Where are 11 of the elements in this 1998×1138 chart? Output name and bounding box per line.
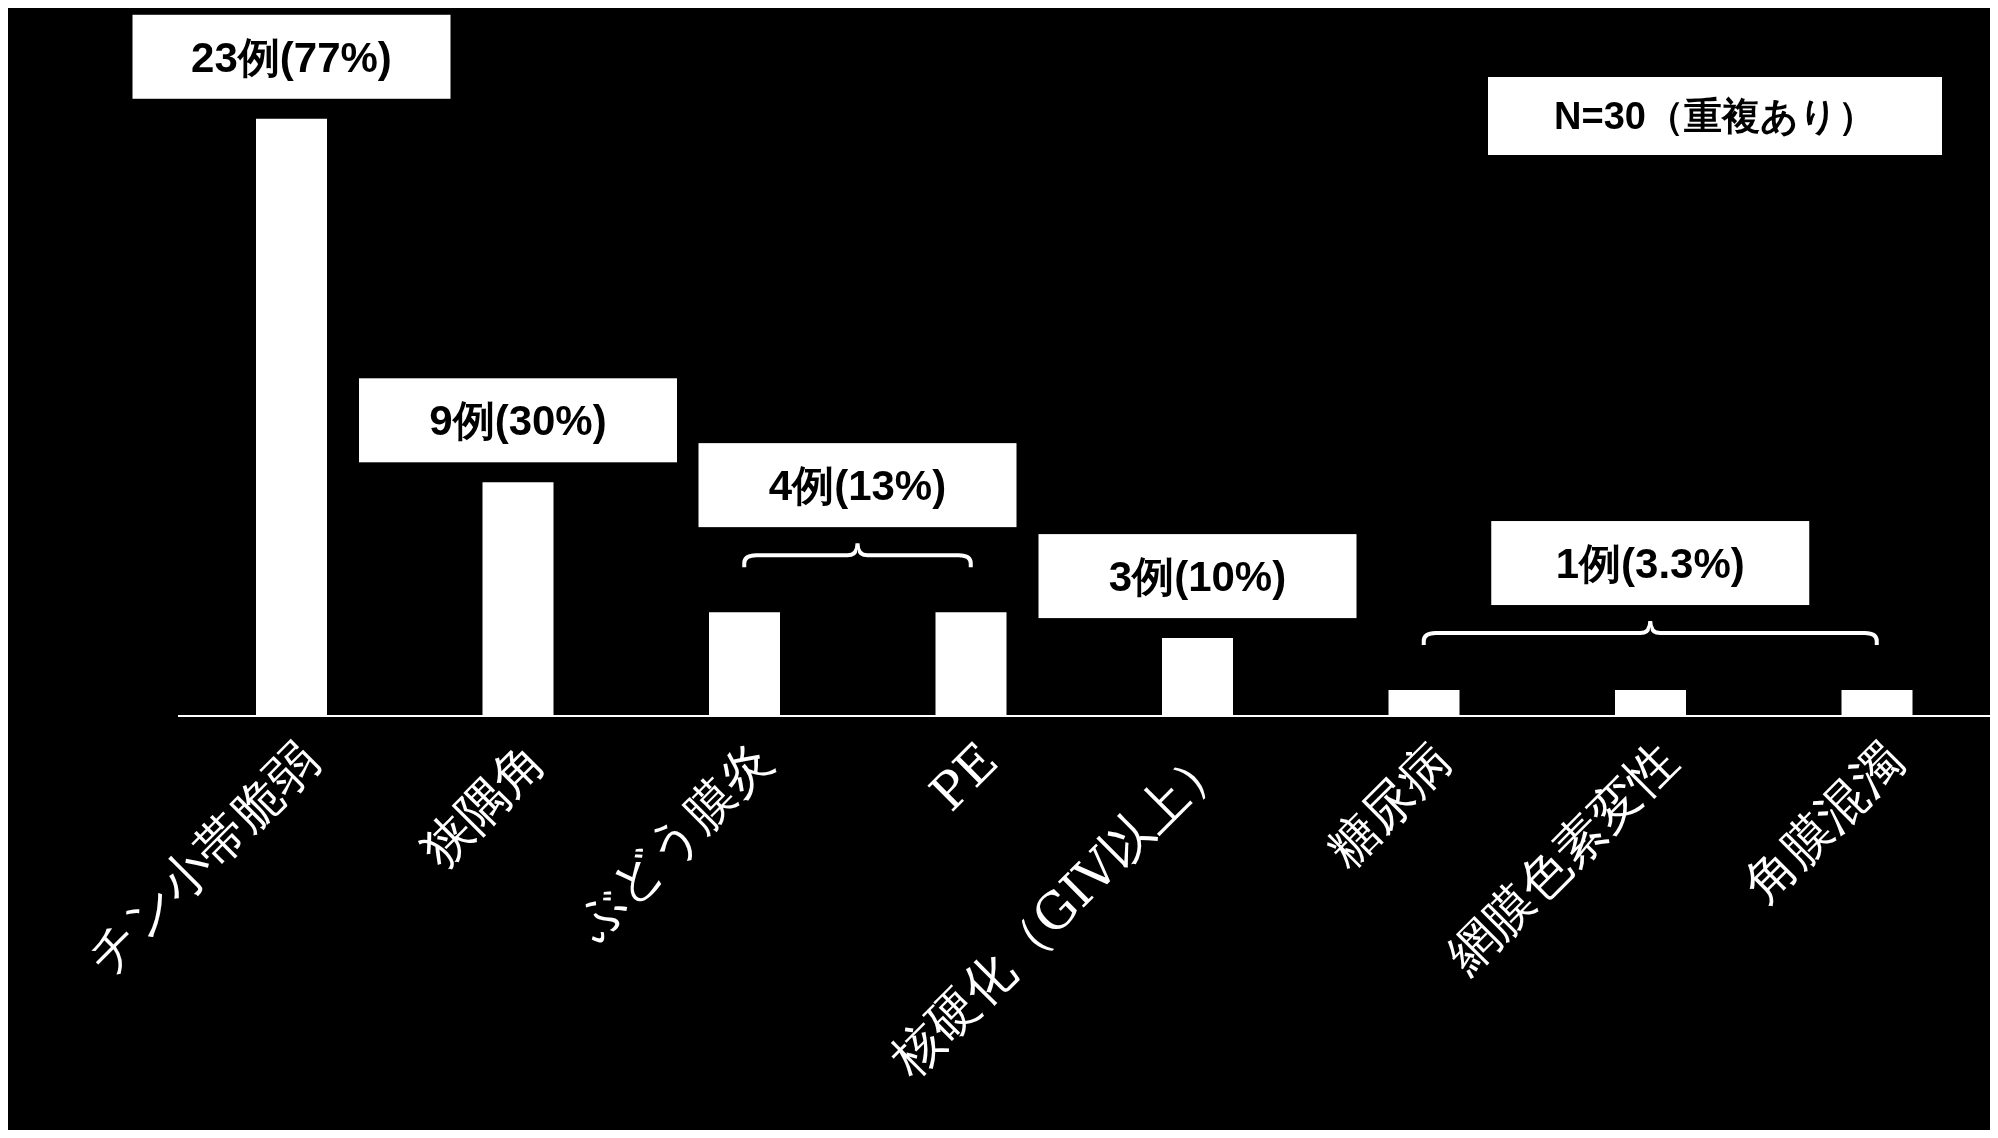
data-label: 23例(77%): [191, 33, 392, 81]
x-tick-label: 角膜混濁: [1732, 731, 1916, 914]
data-label: 9例(30%): [429, 397, 607, 445]
x-tick-label: 狭隅角: [409, 731, 557, 879]
annotation: 1例(3.3%): [1555, 540, 1745, 588]
x-tick-label: ぶどう膜炎: [562, 731, 783, 952]
x-tick-label: 糖尿病: [1315, 731, 1463, 879]
data-label: 3例(10%): [1108, 553, 1287, 601]
x-tick-label: PE: [918, 731, 1010, 823]
annotation: 4例(13%): [768, 462, 947, 510]
x-tick-label: チン小帯脆弱: [75, 731, 330, 987]
